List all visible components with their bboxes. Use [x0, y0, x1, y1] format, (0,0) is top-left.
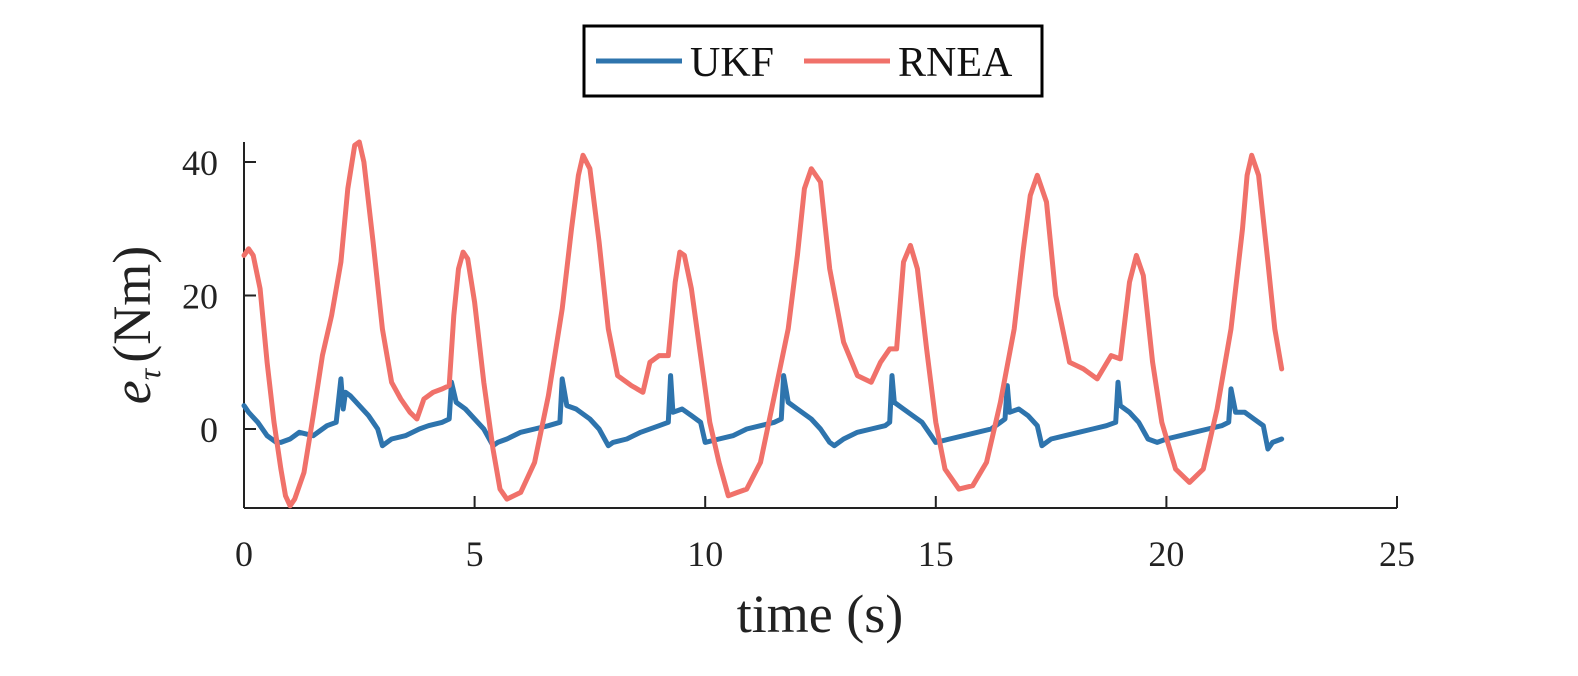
x-tick-label: 0 — [235, 534, 253, 574]
y-axis-label: eτ (Nm) — [102, 246, 167, 404]
y-tick-label: 20 — [182, 277, 218, 317]
x-tick-label: 25 — [1379, 534, 1415, 574]
series-line-ukf — [241, 373, 1285, 452]
plot-area — [241, 139, 1285, 509]
y-tick-label: 0 — [200, 410, 218, 450]
svg-text:eτ(Nm): eτ (Nm) — [102, 246, 167, 404]
x-axis-label: time (s) — [737, 584, 903, 644]
x-ticks: 0 5 10 15 20 25 — [235, 496, 1415, 574]
x-tick-label: 20 — [1148, 534, 1184, 574]
x-tick-label: 5 — [466, 534, 484, 574]
axes — [243, 142, 1397, 509]
y-axis-label-unit: (Nm) — [102, 246, 162, 363]
legend-label-ukf: UKF — [690, 40, 774, 86]
x-tick-label: 10 — [687, 534, 723, 574]
y-axis-label-subscript: τ — [131, 367, 167, 380]
y-tick-label: 40 — [182, 143, 218, 183]
series-line-rnea — [241, 139, 1285, 509]
x-tick-label: 15 — [918, 534, 954, 574]
legend: UKF RNEA — [582, 24, 1044, 98]
legend-label-rnea: RNEA — [898, 40, 1013, 86]
y-axis-label-symbol: e — [102, 380, 162, 404]
y-ticks: 0 20 40 — [182, 143, 256, 450]
